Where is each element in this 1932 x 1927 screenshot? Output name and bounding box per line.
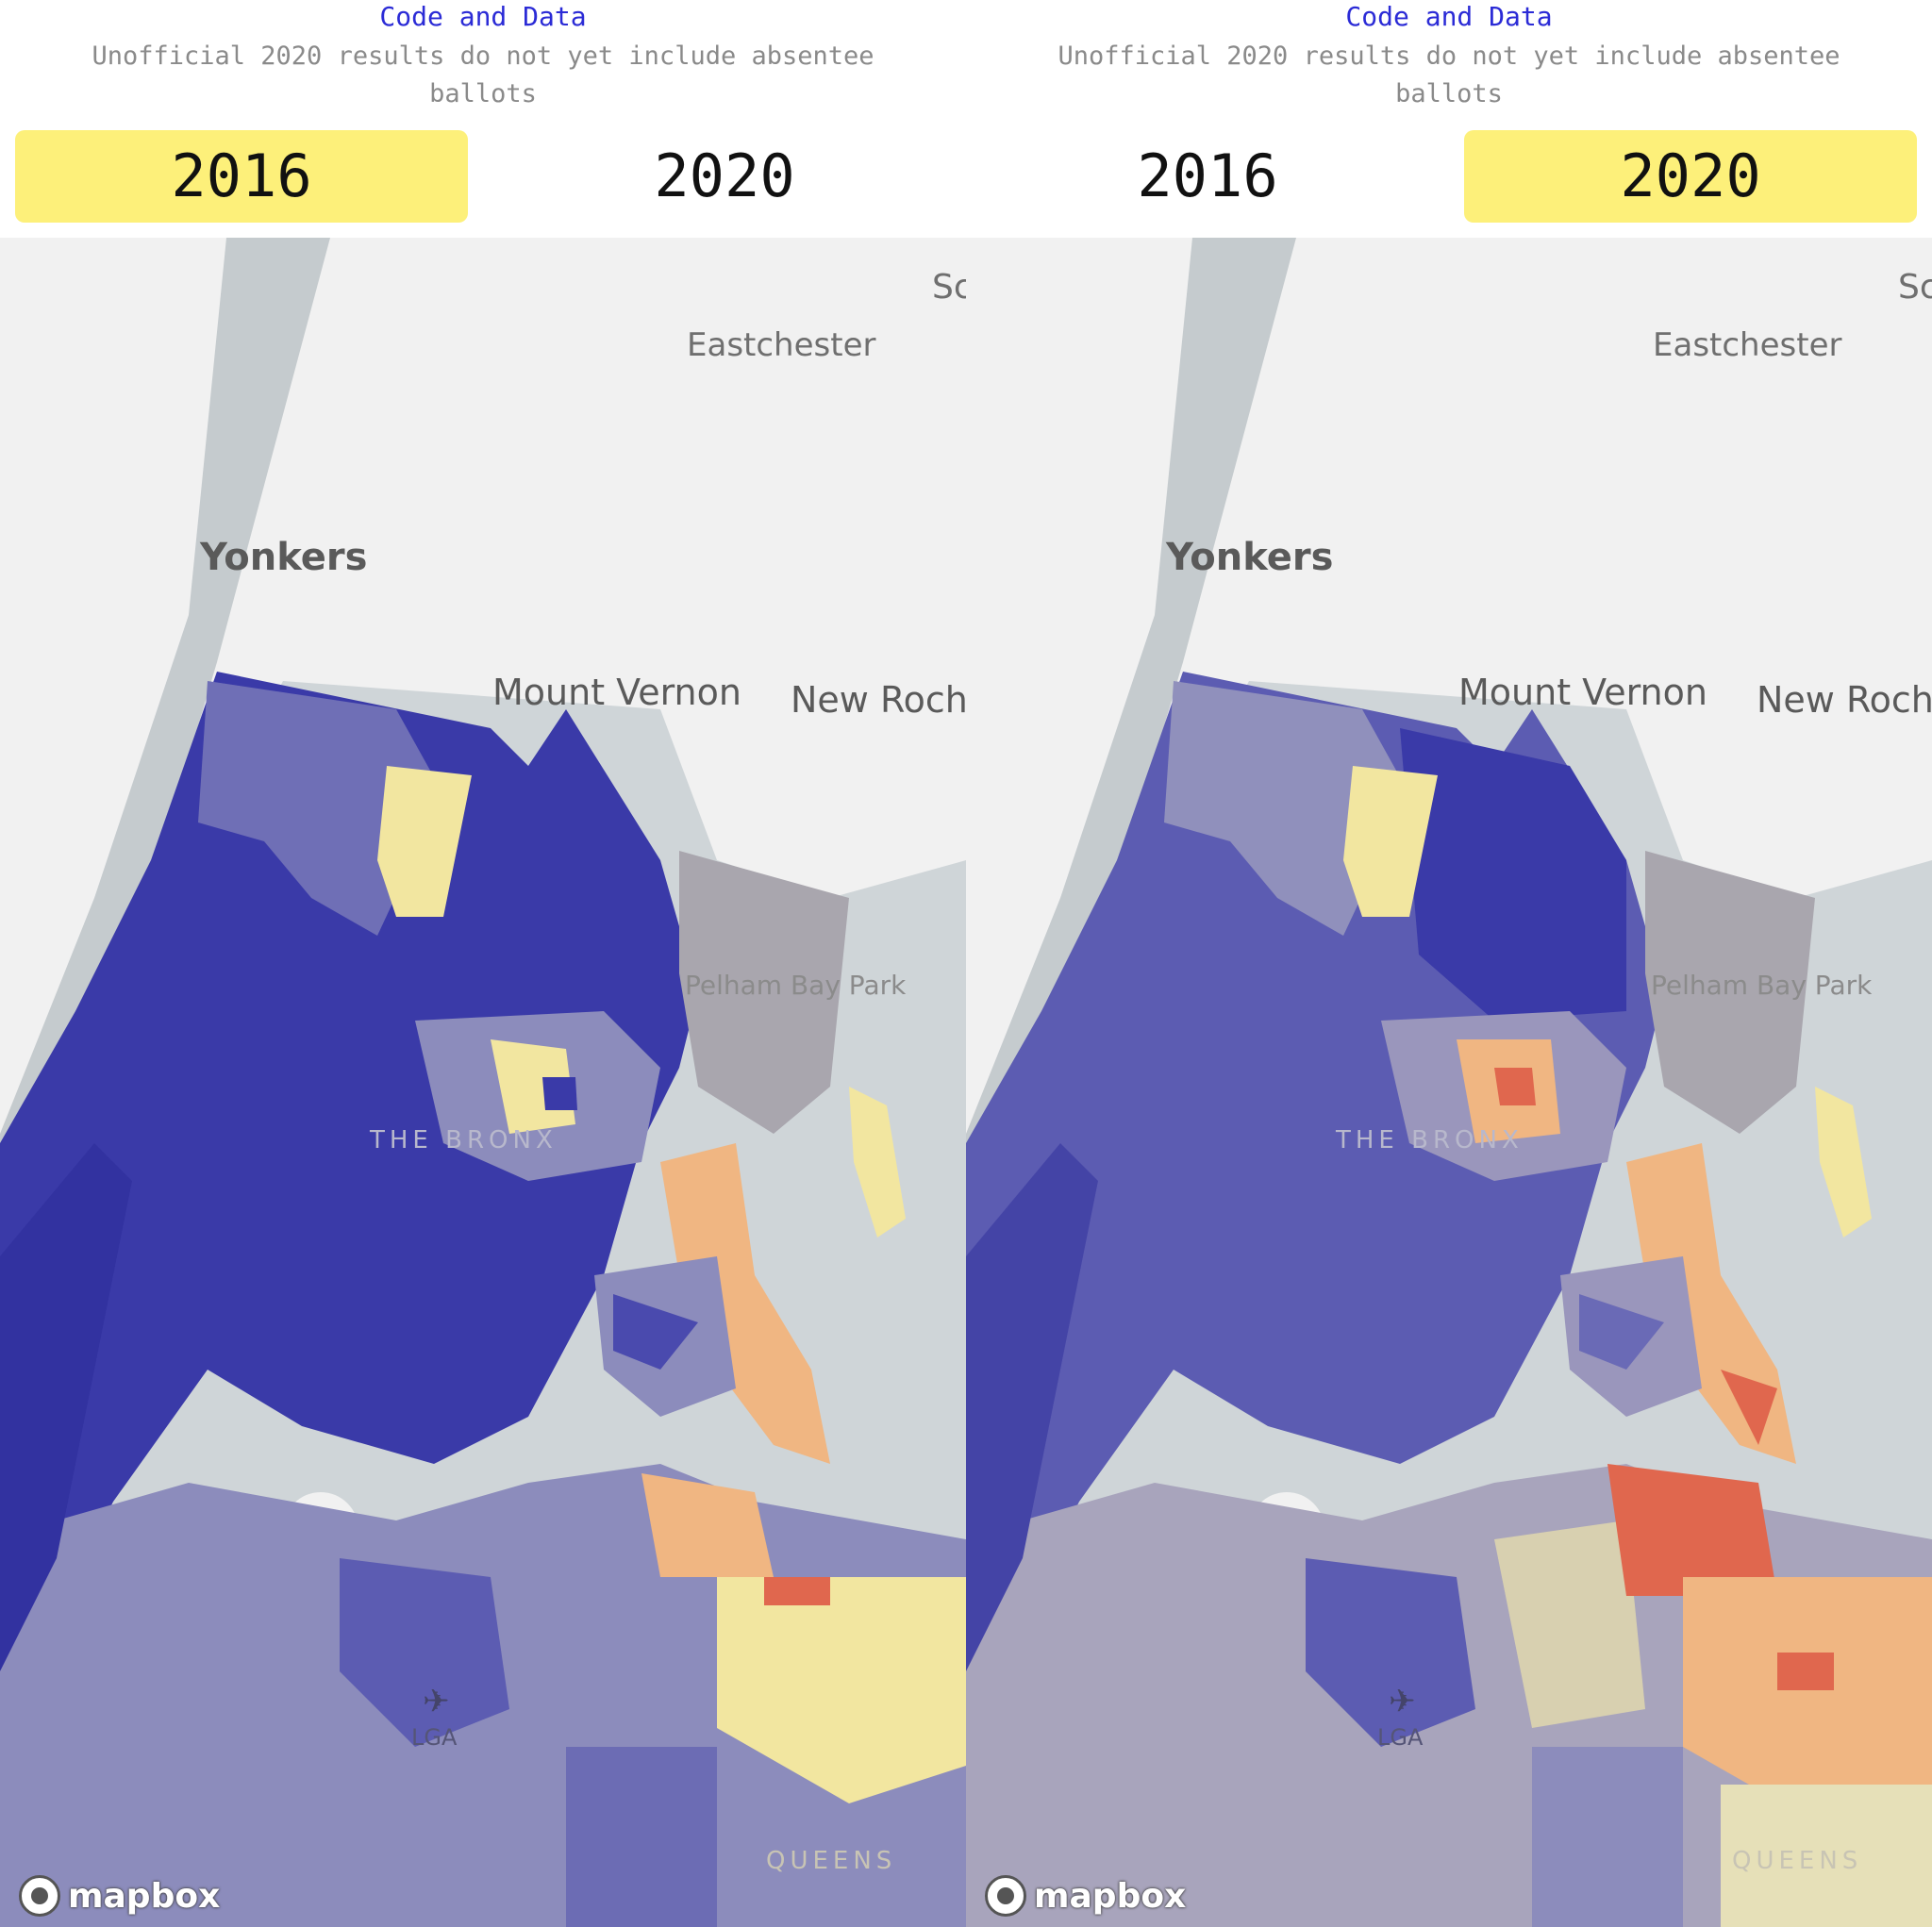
mapbox-logo[interactable]: mapbox [19,1873,220,1919]
year-tabs: 2016 2020 [981,130,1932,224]
label-the-bronx: THE BRONX [370,1126,558,1155]
bronx-red-precinct [1494,1068,1536,1105]
bronx-dem-pocket [542,1077,577,1110]
year-tab-2020[interactable]: 2020 [1464,130,1917,223]
city-island [1815,1087,1872,1238]
clason-point-precincts [1579,1294,1664,1370]
election-map-2020[interactable]: Sc Eastchester Yonkers Mount Vernon New … [966,238,1932,1927]
label-lga: LGA [411,1724,458,1751]
airport-icon: ✈ [1389,1683,1416,1720]
label-new-rochelle: New Roche [791,679,966,721]
queens-red-precinct [1777,1653,1834,1690]
map-canvas[interactable] [966,238,1932,1927]
van-cortlandt-precincts [377,766,472,917]
flushing-precincts [566,1747,717,1927]
panel-header: Code and Data Unofficial 2020 results do… [966,0,1932,238]
mapbox-logo-text: mapbox [1034,1876,1187,1916]
label-queens: QUEENS [1732,1847,1863,1875]
map-canvas[interactable] [0,238,966,1927]
fresh-meadows-precincts [1721,1785,1932,1927]
label-pelham-bay-park: Pelham Bay Park [1651,970,1873,1001]
label-scarsdale: Sc [932,268,966,307]
mapbox-logo-text: mapbox [68,1876,221,1916]
bayside-precincts [717,1577,966,1803]
manhattan-precincts [0,1143,132,1671]
panel-header: Code and Data Unofficial 2020 results do… [0,0,966,238]
label-new-rochelle: New Roche [1757,679,1932,721]
manhattan-precincts [966,1143,1098,1671]
city-island [849,1087,906,1238]
label-the-bronx: THE BRONX [1336,1126,1524,1155]
unofficial-results-notice: Unofficial 2020 results do not yet inclu… [1058,42,1840,108]
van-cortlandt-precincts [1343,766,1438,917]
year-tab-2016[interactable]: 2016 [15,130,468,223]
whitestone-precincts [641,1473,774,1577]
year-tabs: 2016 2020 [15,130,966,224]
label-scarsdale: Sc [1898,268,1932,307]
label-eastchester: Eastchester [687,326,876,364]
mapbox-logo-icon [19,1875,60,1917]
wakefield-precincts [1400,728,1626,1021]
label-yonkers: Yonkers [200,536,368,579]
bayside-precincts [1683,1577,1932,1822]
bronx-dem-strong [0,672,698,1653]
code-and-data-link[interactable]: Code and Data [379,1,587,32]
mapbox-logo[interactable]: mapbox [985,1873,1186,1919]
year-tab-2020[interactable]: 2020 [654,141,795,210]
airport-icon: ✈ [423,1683,450,1720]
throggs-neck-precincts [660,1143,830,1464]
label-yonkers: Yonkers [1166,536,1334,579]
code-and-data-link[interactable]: Code and Data [1345,1,1553,32]
year-tab-2016[interactable]: 2016 [1137,141,1278,210]
lga-area-precincts [1306,1558,1475,1747]
label-eastchester: Eastchester [1653,326,1842,364]
pelham-bay-park [679,851,849,1134]
clason-point-precincts [613,1294,698,1370]
flushing-precincts [1532,1747,1683,1927]
map-panel-right: Code and Data Unofficial 2020 results do… [966,0,1932,1927]
map-panel-left: Code and Data Unofficial 2020 results do… [0,0,966,1927]
queens-red-precinct [764,1577,830,1605]
mapbox-logo-icon [985,1875,1026,1917]
label-lga: LGA [1377,1724,1424,1751]
label-mount-vernon: Mount Vernon [492,672,741,713]
label-queens: QUEENS [766,1847,897,1875]
lga-area-precincts [340,1558,509,1747]
college-point-precincts [1494,1520,1645,1728]
election-map-2016[interactable]: Sc Eastchester Yonkers Mount Vernon New … [0,238,966,1927]
label-pelham-bay-park: Pelham Bay Park [685,970,907,1001]
pelham-bay-park [1645,851,1815,1134]
whitestone-precincts [1607,1464,1777,1596]
label-mount-vernon: Mount Vernon [1458,672,1707,713]
throggs-neck-red [1721,1370,1777,1445]
unofficial-results-notice: Unofficial 2020 results do not yet inclu… [92,42,874,108]
